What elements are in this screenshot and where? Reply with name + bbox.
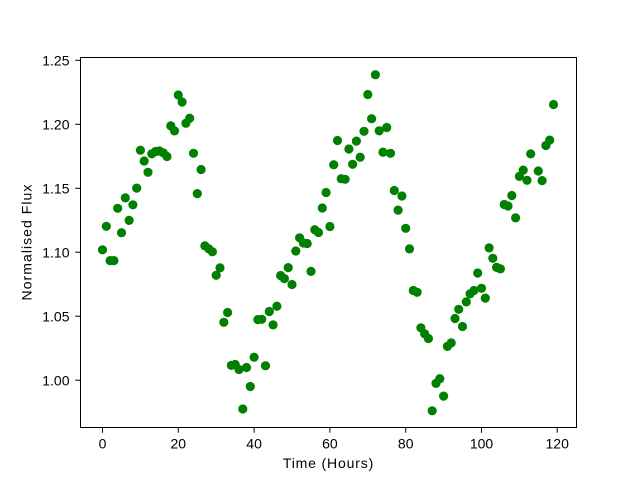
svg-text:Normalised Flux: Normalised Flux bbox=[18, 184, 34, 301]
svg-text:120: 120 bbox=[546, 436, 570, 452]
svg-text:1.25: 1.25 bbox=[42, 53, 69, 69]
svg-text:1.20: 1.20 bbox=[42, 117, 69, 133]
svg-text:100: 100 bbox=[470, 436, 494, 452]
svg-text:1.05: 1.05 bbox=[42, 308, 69, 324]
svg-text:1.10: 1.10 bbox=[42, 244, 69, 260]
svg-text:20: 20 bbox=[171, 436, 187, 452]
svg-text:0: 0 bbox=[99, 436, 107, 452]
svg-text:60: 60 bbox=[322, 436, 338, 452]
svg-text:1.15: 1.15 bbox=[42, 181, 69, 197]
svg-text:1.00: 1.00 bbox=[42, 372, 69, 388]
svg-text:Time (Hours): Time (Hours) bbox=[283, 455, 374, 471]
svg-text:80: 80 bbox=[398, 436, 414, 452]
svg-text:40: 40 bbox=[246, 436, 262, 452]
